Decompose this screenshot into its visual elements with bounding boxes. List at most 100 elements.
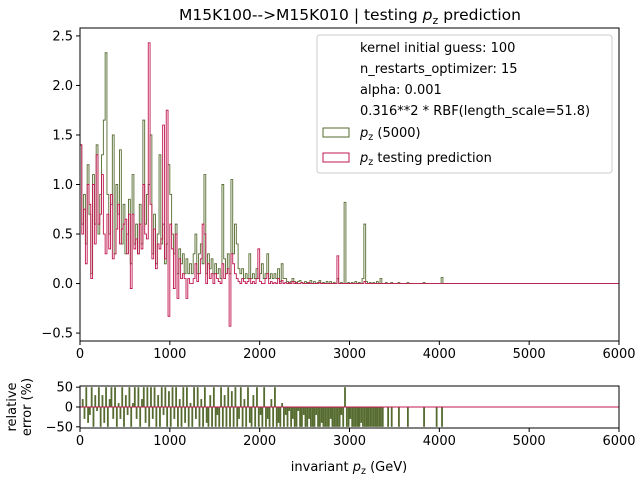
relative-error-bar-60 — [189, 403, 192, 407]
relative-error-bar-44 — [160, 387, 163, 407]
relative-error-bar-99 — [259, 407, 262, 415]
bottom-xtick-label-4: 4000 — [423, 434, 456, 449]
relative-error-bar-35 — [144, 407, 147, 423]
relative-error-bar-4 — [88, 407, 91, 415]
relative-error-bar-101 — [263, 387, 266, 407]
x-axis-label: invariant pz (GeV) — [291, 460, 407, 477]
relative-error-bar-22 — [121, 387, 124, 407]
relative-error-bar-76 — [218, 407, 221, 427]
relative-error-bar-56 — [182, 387, 185, 407]
legend-swatch-prediction — [322, 152, 350, 163]
relative-error-bar-28 — [132, 403, 134, 407]
relative-error-bar-122 — [300, 407, 303, 427]
top-xtick-label-4: 4000 — [423, 347, 456, 362]
relative-error-bar-72 — [211, 407, 213, 427]
relative-error-bar-127 — [309, 407, 312, 427]
relative-error-bar-165 — [378, 407, 381, 427]
top-axis-ticks: 0 1000 2000 3000 4000 5000 6000 −0.5 0.0 0.5 1.0 1.… — [41, 29, 635, 362]
relative-error-bar-64 — [196, 387, 199, 407]
relative-error-bar-162 — [372, 407, 375, 427]
relative-error-bar-3 — [87, 407, 89, 423]
relative-error-bar-87 — [238, 407, 240, 419]
relative-error-bar-54 — [178, 399, 181, 407]
relative-error-bar-160 — [369, 407, 372, 427]
relative-error-bar-75 — [216, 407, 219, 415]
relative-error-bar-89 — [241, 407, 244, 427]
relative-error-bar-33 — [141, 399, 143, 407]
relative-error-bar-112 — [283, 407, 285, 427]
relative-error-bar-172 — [423, 407, 425, 427]
relative-error-bar-29 — [133, 387, 136, 407]
relative-error-bar-169 — [390, 407, 393, 427]
bottom-xtick-label-2: 2000 — [243, 434, 276, 449]
relative-error-bar-49 — [169, 407, 172, 427]
relative-error-bar-157 — [363, 407, 366, 427]
relative-error-bar-1 — [83, 407, 86, 419]
relative-error-bar-59 — [187, 407, 190, 427]
relative-error-bar-18 — [114, 387, 116, 407]
relative-error-bar-124 — [304, 407, 307, 427]
relative-error-bar-0 — [81, 399, 84, 407]
top-ytick-label-2: 0.5 — [52, 228, 73, 243]
relative-error-bar-36 — [146, 387, 149, 407]
relative-error-bar-174 — [441, 407, 443, 427]
relative-error-bar-77 — [220, 387, 222, 407]
relative-error-bar-17 — [112, 407, 115, 419]
relative-error-bar-39 — [151, 407, 154, 419]
relative-error-bar-109 — [277, 407, 280, 423]
top-ytick-label-6: 2.5 — [52, 29, 73, 44]
relative-error-bar-144 — [340, 407, 343, 415]
top-ytick-label-3: 1.0 — [52, 178, 73, 193]
relative-error-bar-104 — [268, 407, 271, 427]
relative-error-bar-50 — [171, 387, 174, 407]
relative-error-bar-98 — [257, 407, 260, 427]
legend: kernel initial guess: 100 n_restarts_opt… — [316, 34, 613, 174]
top-xtick-label-0: 0 — [76, 347, 84, 362]
relative-error-bar-166 — [380, 407, 382, 427]
relative-error-bar-23 — [123, 407, 125, 427]
chart-title: M15K100-->M15K010 | testing pz predictio… — [179, 6, 521, 27]
relative-error-bar-30 — [135, 407, 138, 419]
relative-error-bar-138 — [329, 407, 332, 419]
legend-label-prediction: pz testing prediction — [359, 151, 492, 168]
ratio-ylabel-line2: error (%) — [20, 378, 35, 436]
relative-error-bar-171 — [406, 407, 409, 427]
relative-error-bar-46 — [164, 387, 167, 407]
relative-error-bar-66 — [200, 399, 203, 407]
top-xtick-label-1: 1000 — [153, 347, 186, 362]
top-xtick-label-5: 5000 — [513, 347, 546, 362]
relative-error-bar-71 — [209, 395, 212, 407]
relative-error-bar-69 — [205, 407, 208, 423]
relative-error-bar-45 — [162, 407, 165, 415]
relative-error-bar-128 — [311, 407, 314, 427]
relative-error-bar-131 — [317, 407, 319, 427]
relative-error-bar-130 — [315, 407, 318, 415]
relative-error-bar-126 — [308, 407, 310, 419]
relative-error-bar-51 — [173, 407, 176, 419]
relative-error-bar-111 — [281, 403, 284, 407]
relative-error-bar-118 — [293, 407, 296, 427]
legend-info-restarts: n_restarts_optimizer: 15 — [360, 62, 518, 77]
relative-error-bar-13 — [105, 387, 107, 407]
relative-error-bar-125 — [306, 407, 309, 427]
relative-error-bar-155 — [360, 407, 363, 423]
relative-error-bar-113 — [284, 407, 287, 415]
relative-error-bar-32 — [139, 407, 142, 427]
relative-error-bar-119 — [295, 407, 298, 427]
relative-error-bar-148 — [347, 407, 350, 427]
relative-error-bar-167 — [381, 407, 384, 427]
relative-error-bar-140 — [333, 407, 336, 427]
relative-error-bar-136 — [326, 407, 328, 427]
relative-error-bar-62 — [193, 387, 195, 407]
relative-error-bar-58 — [186, 387, 188, 407]
relative-error-bar-134 — [322, 407, 325, 427]
bottom-ytick-label-2: −50 — [46, 420, 73, 435]
relative-error-bar-2 — [85, 387, 88, 407]
top-xtick-label-6: 6000 — [602, 347, 635, 362]
bottom-xtick-label-1: 1000 — [153, 434, 186, 449]
relative-error-bar-81 — [227, 387, 230, 407]
legend-label-truth: pz (5000) — [359, 126, 421, 143]
legend-info-kernel-fit: 0.316**2 * RBF(length_scale=51.8) — [360, 104, 590, 119]
relative-error-bar-153 — [356, 407, 359, 427]
